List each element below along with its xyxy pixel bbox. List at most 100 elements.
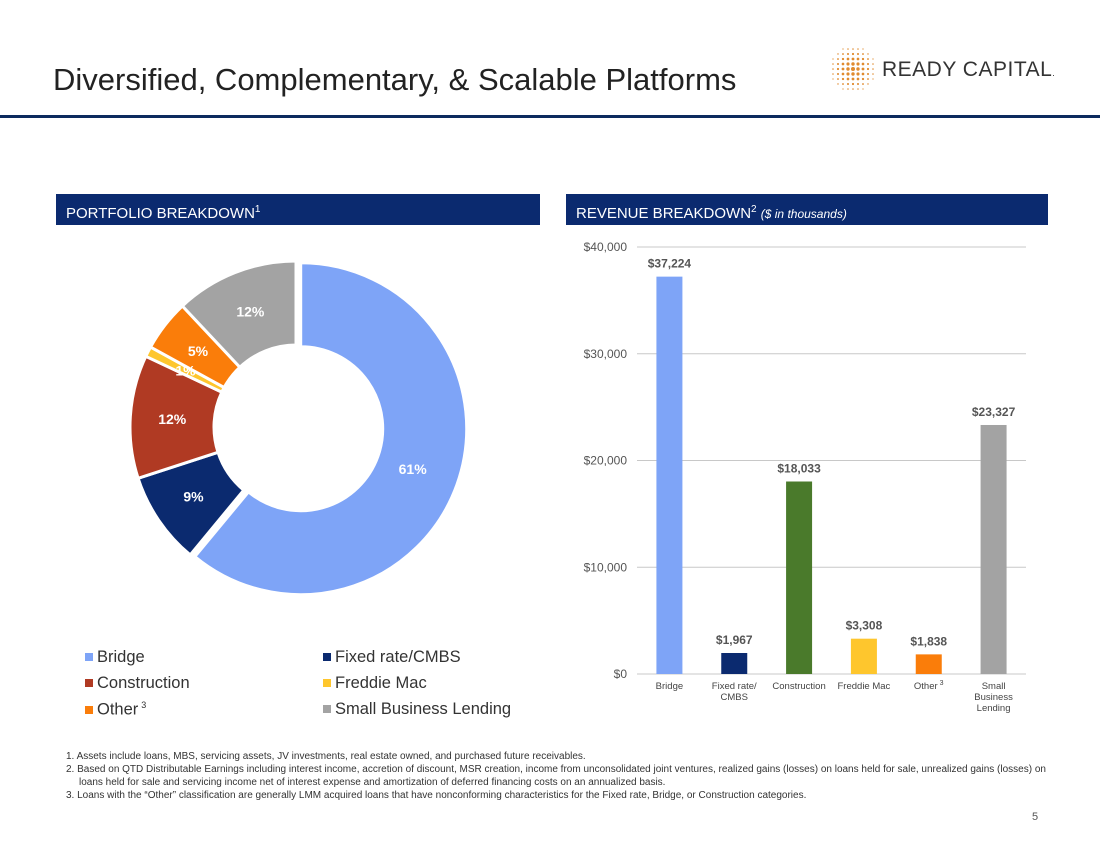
donut-slice bbox=[180, 259, 298, 370]
donut-slice bbox=[192, 261, 469, 597]
logo-dot bbox=[851, 77, 855, 81]
logo-dot bbox=[872, 63, 874, 65]
portfolio-heading: PORTFOLIO BREAKDOWN1 bbox=[56, 194, 540, 225]
bar bbox=[786, 481, 813, 674]
x-tick-label: Freddie Mac bbox=[838, 681, 891, 692]
logo-dot bbox=[867, 58, 869, 60]
logo-text: READY CAPITAL. bbox=[882, 58, 1056, 81]
logo-dot bbox=[846, 62, 850, 66]
logo-dot bbox=[861, 57, 865, 61]
logo-dot bbox=[866, 62, 870, 66]
logo-dot bbox=[836, 72, 840, 76]
logo-dot bbox=[832, 78, 834, 80]
logo-dot bbox=[842, 88, 844, 90]
logo-dot bbox=[846, 67, 850, 71]
y-tick-label: $0 bbox=[614, 667, 628, 681]
logo-dot bbox=[841, 57, 845, 61]
footnote: 1. Assets include loans, MBS, servicing … bbox=[66, 751, 586, 762]
logo-dot bbox=[832, 58, 834, 60]
revenue-bar-chart: $0 $10,000 $20,000 $30,000 $40,000 $37,224 Bri… bbox=[584, 240, 1026, 714]
logo-dot bbox=[837, 78, 839, 80]
logo-dots-icon bbox=[832, 48, 874, 90]
logo-dot bbox=[846, 57, 850, 61]
donut-label: 61% bbox=[399, 461, 428, 477]
logo-dot bbox=[851, 52, 855, 56]
logo-dot bbox=[837, 58, 839, 60]
logo-dot bbox=[872, 68, 874, 70]
bar bbox=[980, 424, 1007, 674]
y-tick-label: $20,000 bbox=[584, 454, 628, 468]
legend-swatch bbox=[323, 653, 331, 661]
logo-dot bbox=[846, 77, 850, 81]
logo-dot bbox=[861, 77, 865, 81]
footnote: 2. Based on QTD Distributable Earnings i… bbox=[66, 764, 1046, 788]
logo-dot bbox=[846, 72, 850, 76]
legend-item: Other 3 bbox=[85, 700, 146, 720]
donut-label: 12% bbox=[158, 411, 187, 427]
legend-swatch bbox=[85, 679, 93, 687]
x-tick-footnote-marker: 3 bbox=[940, 680, 944, 687]
y-tick-label: $30,000 bbox=[584, 347, 628, 361]
logo-dot bbox=[856, 67, 860, 71]
legend-label: Small Business Lending bbox=[335, 700, 512, 718]
logo-dot bbox=[857, 48, 859, 50]
bar-data-label: $23,327 bbox=[972, 405, 1016, 419]
logo-dot bbox=[836, 62, 840, 66]
logo-dot bbox=[832, 68, 834, 70]
x-tick-label: Small Business Lending bbox=[974, 681, 1013, 714]
bar-data-label: $1,838 bbox=[910, 634, 947, 648]
logo-dot bbox=[856, 82, 860, 86]
logo-dot bbox=[867, 83, 869, 85]
logo-dot bbox=[862, 83, 864, 85]
legend-label: Bridge bbox=[97, 648, 145, 666]
logo-dot bbox=[841, 67, 845, 71]
logo-dot bbox=[842, 83, 844, 85]
logo-dot bbox=[862, 48, 864, 50]
logo-dot bbox=[841, 72, 845, 76]
legend-item: Fixed rate/CMBS bbox=[323, 648, 461, 667]
page-number: 5 bbox=[1032, 811, 1039, 823]
logo-dot bbox=[867, 78, 869, 80]
x-tick-label: Fixed rate/CMBS bbox=[712, 681, 757, 703]
logo-dot bbox=[856, 57, 860, 61]
bar bbox=[915, 654, 942, 674]
donut-label: 5% bbox=[188, 343, 209, 359]
bar bbox=[850, 638, 877, 674]
bar-data-label: $18,033 bbox=[777, 461, 821, 475]
logo-dot bbox=[867, 53, 869, 55]
logo-dot bbox=[862, 53, 864, 55]
legend-label: Freddie Mac bbox=[335, 674, 427, 692]
logo-dot bbox=[857, 88, 859, 90]
legend-item: Freddie Mac bbox=[323, 674, 427, 693]
logo-dot bbox=[842, 48, 844, 50]
logo-dot bbox=[837, 83, 839, 85]
logo-dot bbox=[866, 72, 870, 76]
logo-dot bbox=[847, 48, 849, 50]
x-tick-label: Bridge bbox=[656, 681, 683, 692]
legend-item: Construction bbox=[85, 674, 190, 693]
logo-dot bbox=[851, 57, 855, 61]
footnote: 3. Loans with the “Other” classification… bbox=[66, 790, 807, 801]
logo-dot bbox=[851, 72, 855, 76]
footnotes: 1. Assets include loans, MBS, servicing … bbox=[66, 750, 1056, 802]
bar-data-label: $1,967 bbox=[716, 633, 753, 647]
logo-dot bbox=[862, 88, 864, 90]
bar-data-label: $37,224 bbox=[648, 257, 692, 271]
logo-dot bbox=[846, 82, 850, 86]
logo-dot bbox=[836, 67, 840, 71]
revenue-heading: REVENUE BREAKDOWN2 ($ in thousands) bbox=[566, 194, 1048, 225]
logo-dot bbox=[872, 58, 874, 60]
bar-data-label: $3,308 bbox=[846, 619, 883, 633]
portfolio-donut-chart: 61% 9% 12% 1% 5% 12% bbox=[128, 259, 469, 597]
x-tick-label: Other 3 bbox=[914, 680, 944, 692]
title-rule bbox=[0, 115, 1100, 118]
legend-item: Small Business Lending bbox=[323, 700, 511, 719]
y-tick-label: $10,000 bbox=[584, 560, 628, 574]
logo-dot bbox=[832, 63, 834, 65]
logo-dot bbox=[856, 77, 860, 81]
donut-label: 1% bbox=[175, 363, 196, 379]
donut-label: 12% bbox=[236, 304, 265, 320]
logo-dot bbox=[851, 67, 855, 71]
legend-footnote-marker: 3 bbox=[141, 700, 147, 710]
legend-swatch bbox=[323, 705, 331, 713]
